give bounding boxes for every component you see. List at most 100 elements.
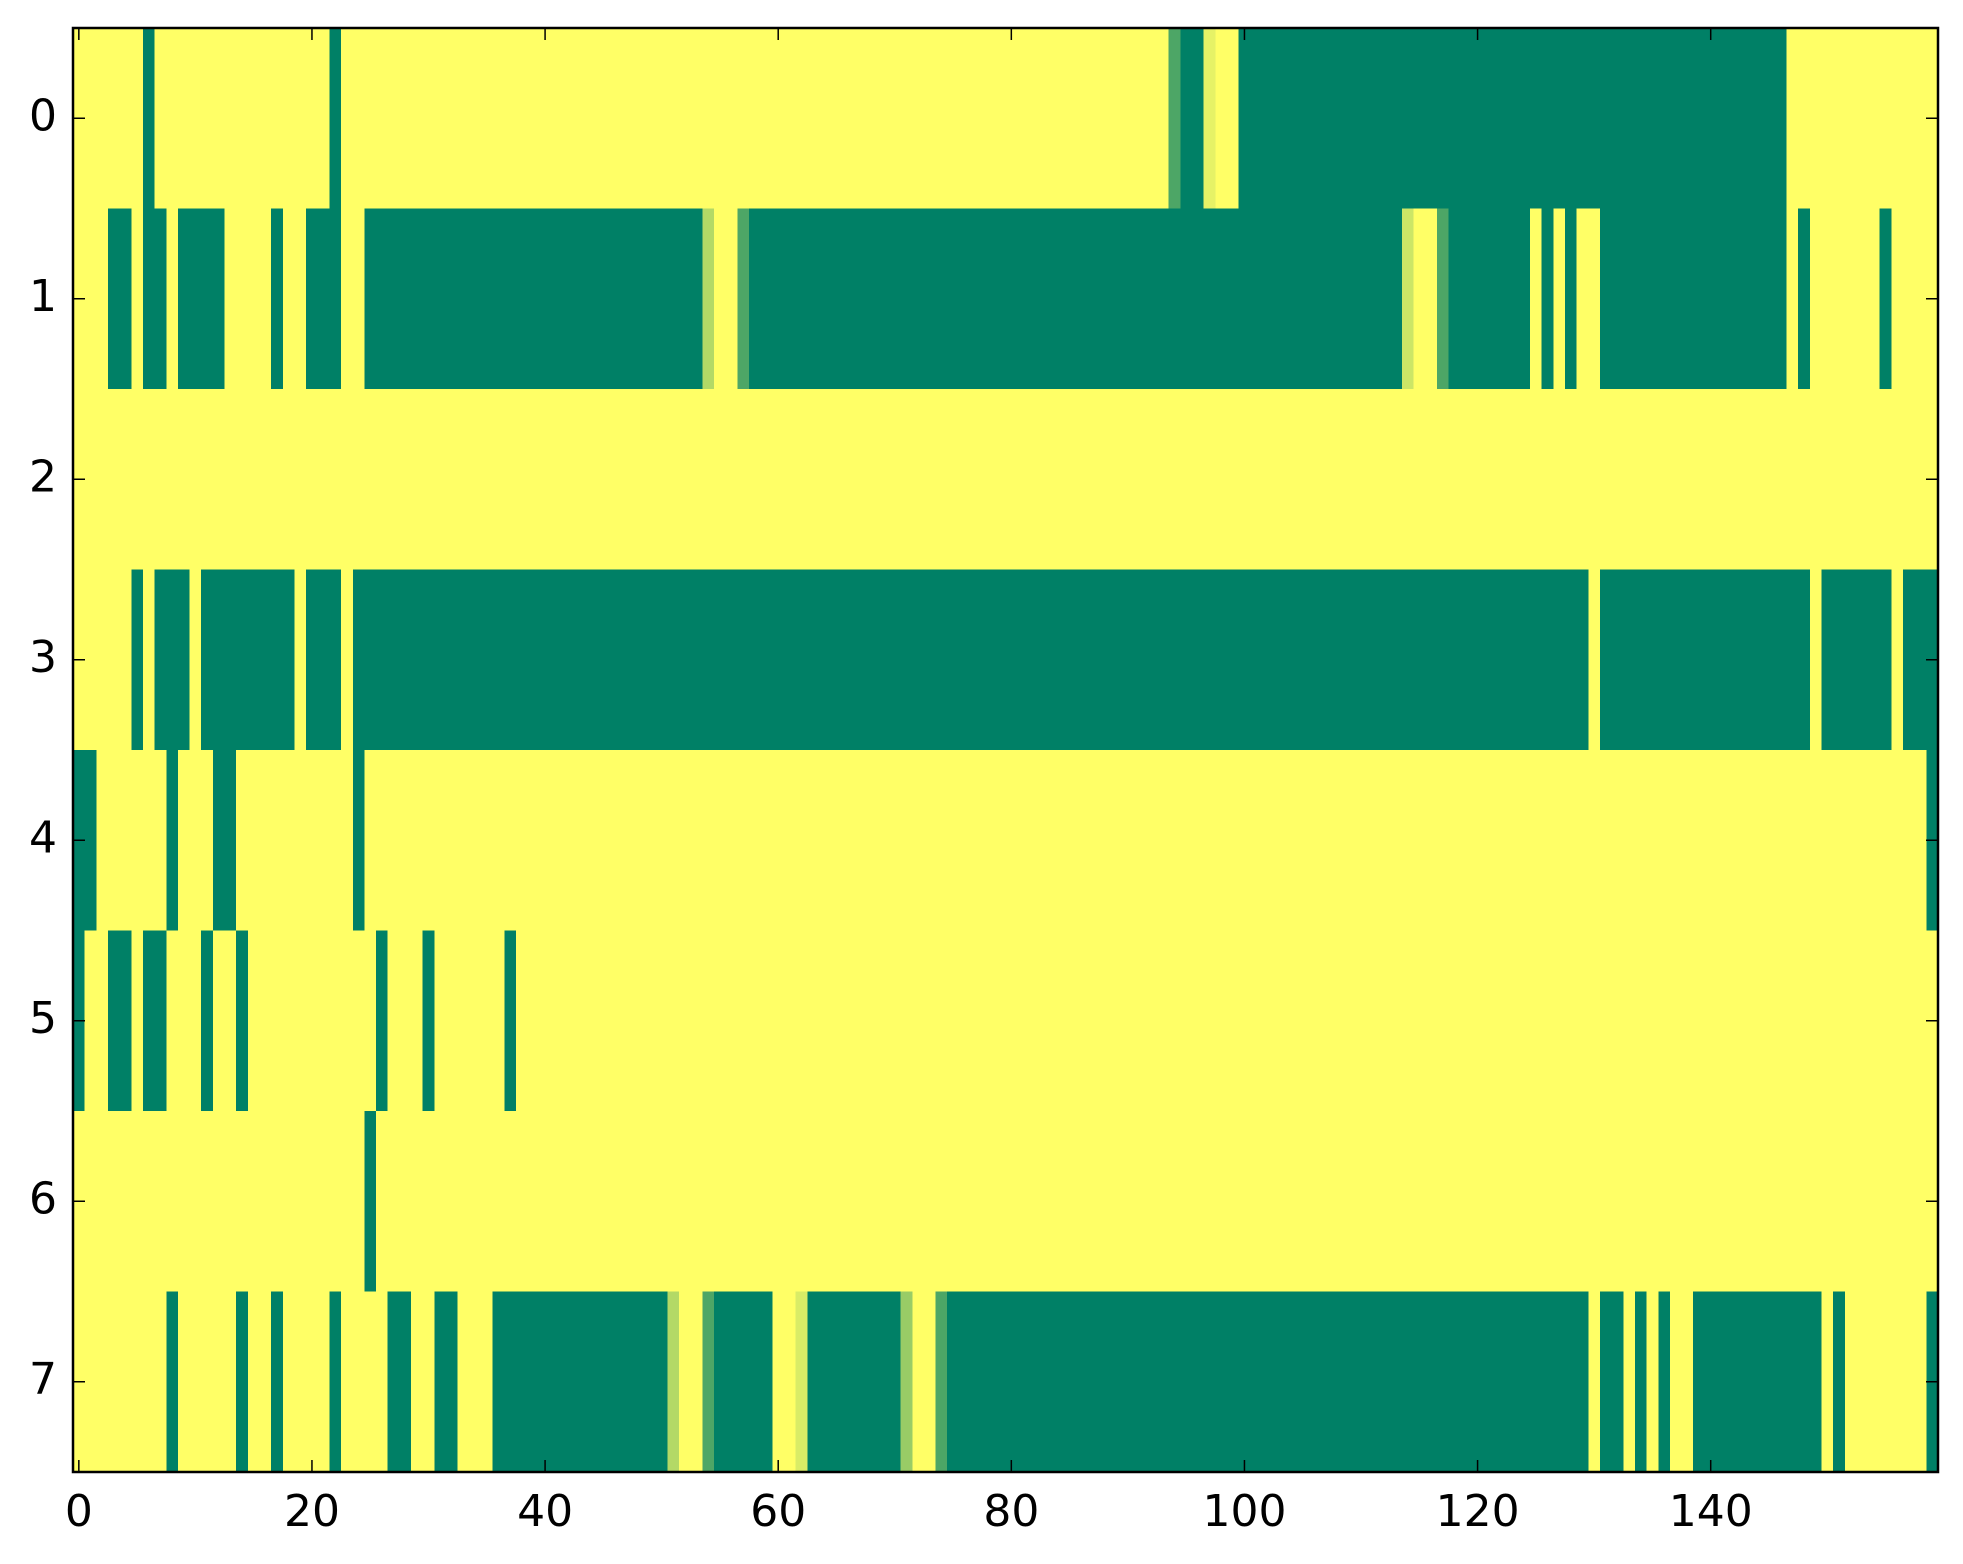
cell: [1320, 569, 1333, 751]
cell: [1028, 750, 1042, 932]
cell: [1110, 28, 1123, 210]
x-tick-label: 100: [1202, 1486, 1286, 1537]
cell: [585, 1111, 599, 1293]
cell: [1693, 389, 1706, 571]
cell: [1634, 569, 1648, 751]
cell: [189, 569, 202, 751]
cell: [422, 1291, 435, 1473]
cell: [1017, 750, 1030, 932]
cell: [271, 28, 284, 210]
cell: [329, 389, 342, 571]
cell: [96, 569, 109, 751]
cell: [1506, 1111, 1519, 1293]
cell: [958, 28, 972, 210]
cell: [399, 750, 412, 932]
cell: [282, 389, 296, 571]
cell: [1739, 389, 1753, 571]
cell: [1471, 389, 1485, 571]
cell: [1518, 208, 1531, 390]
cell: [970, 1291, 983, 1473]
cell: [562, 1111, 575, 1293]
cell: [96, 208, 109, 390]
cell: [1833, 208, 1846, 390]
cell: [422, 750, 435, 932]
cell: [853, 569, 867, 751]
cell: [1751, 1111, 1764, 1293]
cell: [1355, 208, 1368, 390]
cell: [760, 750, 773, 932]
cell: [306, 750, 319, 932]
cell: [224, 208, 237, 390]
cell: [865, 208, 878, 390]
cell: [1751, 28, 1764, 210]
cell: [993, 930, 1007, 1112]
cell: [1320, 1111, 1333, 1293]
cell: [1786, 930, 1799, 1112]
cell: [1273, 28, 1286, 210]
cell: [387, 930, 400, 1112]
cell: [667, 208, 680, 390]
cell: [1716, 208, 1729, 390]
y-tick-label: 1: [29, 271, 57, 322]
cell: [142, 1291, 156, 1473]
cell: [714, 1111, 727, 1293]
cell: [1052, 1111, 1065, 1293]
cell: [1681, 208, 1694, 390]
cell: [1728, 1291, 1741, 1473]
cell: [1122, 930, 1135, 1112]
cell: [1879, 28, 1892, 210]
cell: [830, 930, 843, 1112]
cell: [819, 930, 832, 1112]
cell: [1541, 1291, 1554, 1473]
cell: [725, 1111, 739, 1293]
cell: [504, 750, 517, 932]
cell: [189, 750, 202, 932]
cell: [1774, 750, 1788, 932]
cell: [1390, 1111, 1403, 1293]
cell: [166, 1111, 179, 1293]
cell: [1425, 1291, 1438, 1473]
cell: [784, 750, 797, 932]
cell: [1250, 28, 1263, 210]
cell: [259, 389, 272, 571]
cell: [1331, 208, 1345, 390]
cell: [189, 28, 202, 210]
cell: [212, 389, 226, 571]
cell: [772, 569, 785, 751]
cell: [1518, 1291, 1531, 1473]
cell: [655, 1291, 669, 1473]
cell: [620, 208, 634, 390]
cell: [1098, 208, 1112, 390]
cell: [1168, 930, 1181, 1112]
cell: [1075, 1111, 1088, 1293]
cell: [329, 930, 342, 1112]
cell: [1833, 569, 1846, 751]
cell: [329, 750, 342, 932]
cell: [993, 28, 1007, 210]
cell: [1017, 208, 1030, 390]
cell: [469, 750, 482, 932]
cell: [772, 930, 785, 1112]
cell: [1565, 930, 1578, 1112]
cell: [1448, 28, 1461, 210]
cell: [1868, 389, 1881, 571]
cell: [655, 930, 669, 1112]
cell: [644, 1291, 657, 1473]
cell: [784, 1291, 797, 1473]
cell: [1716, 569, 1729, 751]
cell: [620, 930, 634, 1112]
cell: [1751, 389, 1764, 571]
cell: [807, 28, 820, 210]
cell: [1646, 930, 1659, 1112]
cell: [131, 930, 144, 1112]
cell: [1192, 750, 1205, 932]
cell: [1296, 569, 1310, 751]
cell: [1693, 930, 1706, 1112]
cell: [1856, 930, 1869, 1112]
cell: [1541, 208, 1554, 390]
cell: [1634, 1291, 1648, 1473]
cell: [737, 1291, 750, 1473]
y-tick-label: 2: [29, 451, 57, 502]
cell: [830, 750, 843, 932]
cell: [189, 930, 202, 1112]
